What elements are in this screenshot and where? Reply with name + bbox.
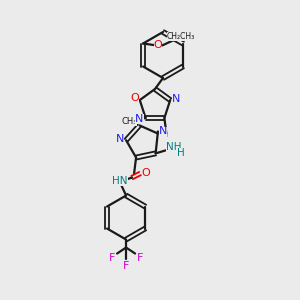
Text: N: N bbox=[172, 94, 180, 104]
Text: CH₃: CH₃ bbox=[122, 117, 137, 126]
Text: F: F bbox=[137, 253, 143, 262]
Text: CH₂CH₃: CH₂CH₃ bbox=[167, 32, 195, 41]
Text: N: N bbox=[158, 127, 167, 136]
Text: F: F bbox=[109, 253, 115, 262]
Text: H: H bbox=[177, 148, 184, 158]
Text: HN: HN bbox=[112, 176, 128, 185]
Text: F: F bbox=[123, 260, 129, 271]
Text: N: N bbox=[135, 114, 144, 124]
Text: O: O bbox=[142, 167, 151, 178]
Text: O: O bbox=[154, 40, 163, 50]
Text: O: O bbox=[130, 93, 139, 103]
Text: N: N bbox=[116, 134, 124, 144]
Text: NH: NH bbox=[166, 142, 182, 152]
